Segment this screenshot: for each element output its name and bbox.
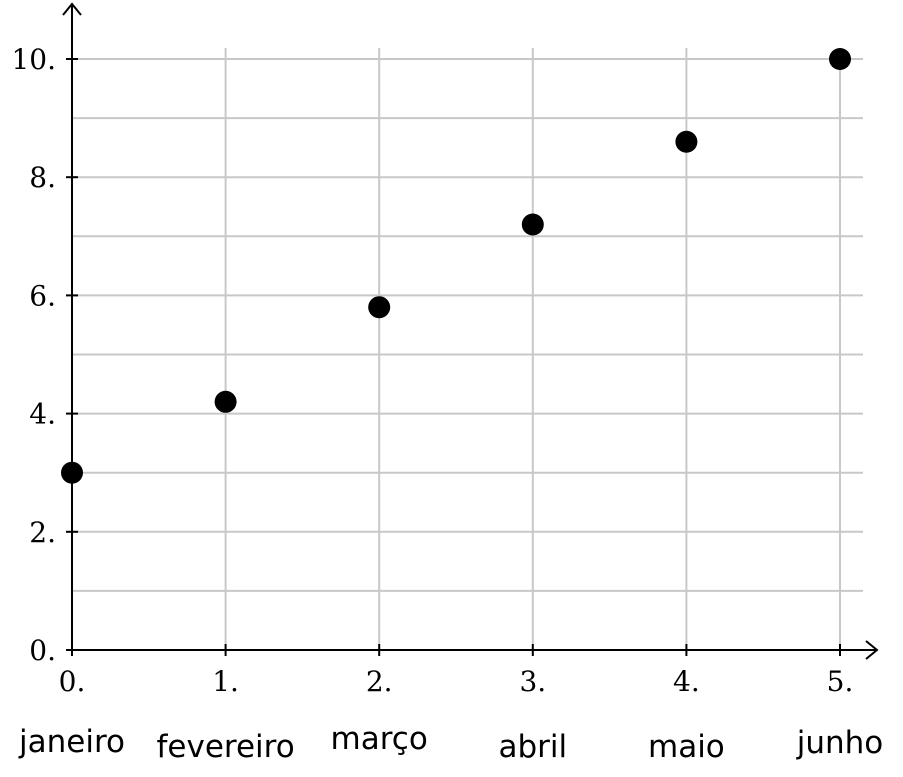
data-points [61, 48, 851, 484]
x-tick-label: 5. [827, 665, 854, 698]
data-point [675, 130, 698, 153]
data-point [829, 48, 851, 70]
category-label: maio [648, 729, 725, 765]
y-tick-label: 8. [29, 161, 56, 194]
tick-labels: 0. 2. 4. 6. 8. 10. 0. 1. 2. 3. 4. 5. [11, 43, 853, 698]
category-labels: janeiro fevereiro março abril maio junho [18, 721, 883, 765]
category-label: janeiro [18, 724, 125, 760]
y-tick-label: 6. [29, 279, 56, 312]
x-tick-label: 2. [366, 665, 393, 698]
y-axis-arrow [62, 2, 82, 16]
grid [72, 48, 863, 650]
y-tick-label: 0. [29, 634, 56, 667]
data-point [214, 390, 237, 413]
y-tick-label: 2. [29, 516, 56, 549]
data-point [368, 296, 391, 319]
ticks [66, 58, 841, 656]
axes [62, 2, 879, 660]
x-tick-label: 4. [673, 665, 700, 698]
category-label: junho [796, 725, 884, 761]
x-tick-label: 0. [59, 665, 86, 698]
data-point [61, 461, 83, 484]
category-label: abril [498, 729, 567, 765]
data-point [521, 213, 544, 236]
y-tick-label: 10. [11, 43, 56, 76]
x-tick-label: 1. [212, 665, 239, 698]
category-label: fevereiro [157, 729, 295, 765]
category-label: março [331, 721, 428, 757]
x-axis-arrow [865, 640, 879, 660]
y-tick-label: 4. [29, 398, 56, 431]
x-tick-label: 3. [519, 665, 546, 698]
